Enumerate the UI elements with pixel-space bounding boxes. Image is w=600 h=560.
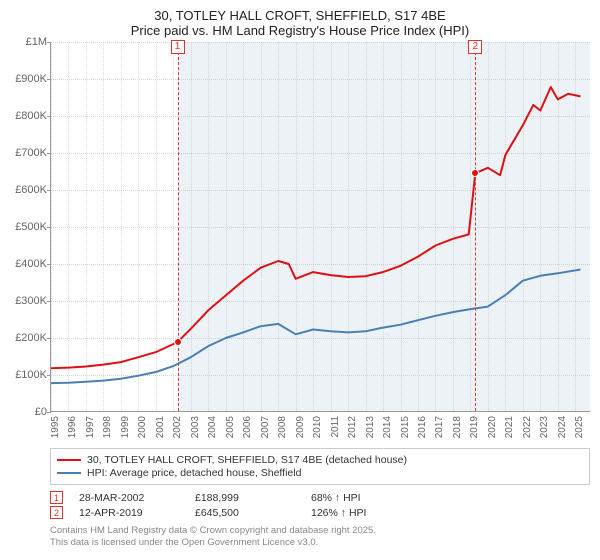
legend-label: HPI: Average price, detached house, Shef… bbox=[87, 467, 301, 479]
x-tick-label: 2011 bbox=[330, 416, 341, 438]
legend-label: 30, TOTLEY HALL CROFT, SHEFFIELD, S17 4B… bbox=[87, 454, 407, 466]
sale-delta: 126% ↑ HPI bbox=[311, 507, 411, 519]
y-tick-label: £700K bbox=[15, 147, 47, 159]
sale-marker-line bbox=[178, 42, 179, 411]
x-tick-label: 1996 bbox=[67, 416, 78, 438]
x-tick-label: 2024 bbox=[557, 416, 568, 438]
x-tick-label: 2017 bbox=[434, 416, 445, 438]
x-axis: 1995 1996 1997 1998 1999 2000 2001 2002 2003 2004… bbox=[50, 412, 590, 448]
legend-item-price-paid: 30, TOTLEY HALL CROFT, SHEFFIELD, S17 4B… bbox=[57, 454, 583, 466]
legend-item-hpi: HPI: Average price, detached house, Shef… bbox=[57, 467, 583, 479]
x-tick-label: 2006 bbox=[242, 416, 253, 438]
x-tick-label: 1999 bbox=[120, 416, 131, 438]
y-tick-label: £400K bbox=[15, 258, 47, 270]
x-tick-label: 2016 bbox=[417, 416, 428, 438]
legend: 30, TOTLEY HALL CROFT, SHEFFIELD, S17 4B… bbox=[50, 448, 590, 485]
x-tick-label: 2001 bbox=[155, 416, 166, 438]
x-tick-label: 2019 bbox=[469, 416, 480, 438]
chart-title: 30, TOTLEY HALL CROFT, SHEFFIELD, S17 4B… bbox=[10, 8, 590, 38]
x-tick-label: 2021 bbox=[504, 416, 515, 438]
chart-container: 30, TOTLEY HALL CROFT, SHEFFIELD, S17 4B… bbox=[0, 0, 600, 560]
sale-badge: 2 bbox=[50, 506, 63, 519]
sale-dot bbox=[471, 169, 479, 177]
sale-dot bbox=[174, 338, 182, 346]
footer-line-1: Contains HM Land Registry data © Crown c… bbox=[50, 525, 590, 537]
y-tick-label: £500K bbox=[15, 221, 47, 233]
title-line-2: Price paid vs. HM Land Registry's House … bbox=[10, 23, 590, 38]
title-line-1: 30, TOTLEY HALL CROFT, SHEFFIELD, S17 4B… bbox=[10, 8, 590, 23]
sale-row: 1 28-MAR-2002 £188,999 68% ↑ HPI bbox=[50, 491, 590, 504]
legend-swatch bbox=[57, 472, 81, 474]
footer: Contains HM Land Registry data © Crown c… bbox=[50, 525, 590, 549]
x-tick-label: 2010 bbox=[312, 416, 323, 438]
x-tick-label: 1995 bbox=[50, 416, 61, 438]
sale-marker-badge: 2 bbox=[468, 40, 482, 54]
y-tick-label: £300K bbox=[15, 295, 47, 307]
footer-line-2: This data is licensed under the Open Gov… bbox=[50, 537, 590, 549]
y-tick-label: £0 bbox=[35, 406, 47, 418]
y-tick-label: £800K bbox=[15, 110, 47, 122]
sale-date: 12-APR-2019 bbox=[79, 507, 179, 519]
y-tick-label: £200K bbox=[15, 332, 47, 344]
x-tick-label: 1997 bbox=[85, 416, 96, 438]
x-tick-label: 2013 bbox=[365, 416, 376, 438]
y-tick-label: £900K bbox=[15, 73, 47, 85]
sale-delta: 68% ↑ HPI bbox=[311, 492, 411, 504]
sales-table: 1 28-MAR-2002 £188,999 68% ↑ HPI 2 12-AP… bbox=[50, 491, 590, 519]
sale-row: 2 12-APR-2019 £645,500 126% ↑ HPI bbox=[50, 506, 590, 519]
x-tick-label: 2012 bbox=[347, 416, 358, 438]
chart-svg bbox=[51, 42, 590, 411]
sale-price: £188,999 bbox=[195, 492, 295, 504]
x-tick-label: 1998 bbox=[102, 416, 113, 438]
x-tick-label: 2005 bbox=[225, 416, 236, 438]
series-price_paid bbox=[51, 87, 581, 368]
x-tick-label: 2023 bbox=[539, 416, 550, 438]
y-tick-label: £1M bbox=[26, 36, 47, 48]
x-tick-label: 2007 bbox=[260, 416, 271, 438]
sale-price: £645,500 bbox=[195, 507, 295, 519]
sale-date: 28-MAR-2002 bbox=[79, 492, 179, 504]
x-tick-label: 2014 bbox=[382, 416, 393, 438]
y-tick-label: £100K bbox=[15, 369, 47, 381]
x-tick-label: 2025 bbox=[574, 416, 585, 438]
x-tick-label: 2022 bbox=[522, 416, 533, 438]
x-tick-label: 2020 bbox=[487, 416, 498, 438]
x-tick-label: 2018 bbox=[452, 416, 463, 438]
x-tick-label: 2004 bbox=[207, 416, 218, 438]
x-tick-label: 2003 bbox=[190, 416, 201, 438]
sale-marker-line bbox=[475, 42, 476, 411]
sale-marker-badge: 1 bbox=[171, 40, 185, 54]
legend-swatch bbox=[57, 459, 81, 461]
x-tick-label: 2002 bbox=[172, 416, 183, 438]
x-tick-label: 2000 bbox=[137, 416, 148, 438]
series-hpi bbox=[51, 270, 581, 384]
y-tick-label: £600K bbox=[15, 184, 47, 196]
x-tick-label: 2008 bbox=[277, 416, 288, 438]
sale-badge: 1 bbox=[50, 491, 63, 504]
x-tick-label: 2009 bbox=[295, 416, 306, 438]
x-tick-label: 2015 bbox=[400, 416, 411, 438]
plot-area: £0£100K£200K£300K£400K£500K£600K£700K£80… bbox=[50, 42, 590, 412]
